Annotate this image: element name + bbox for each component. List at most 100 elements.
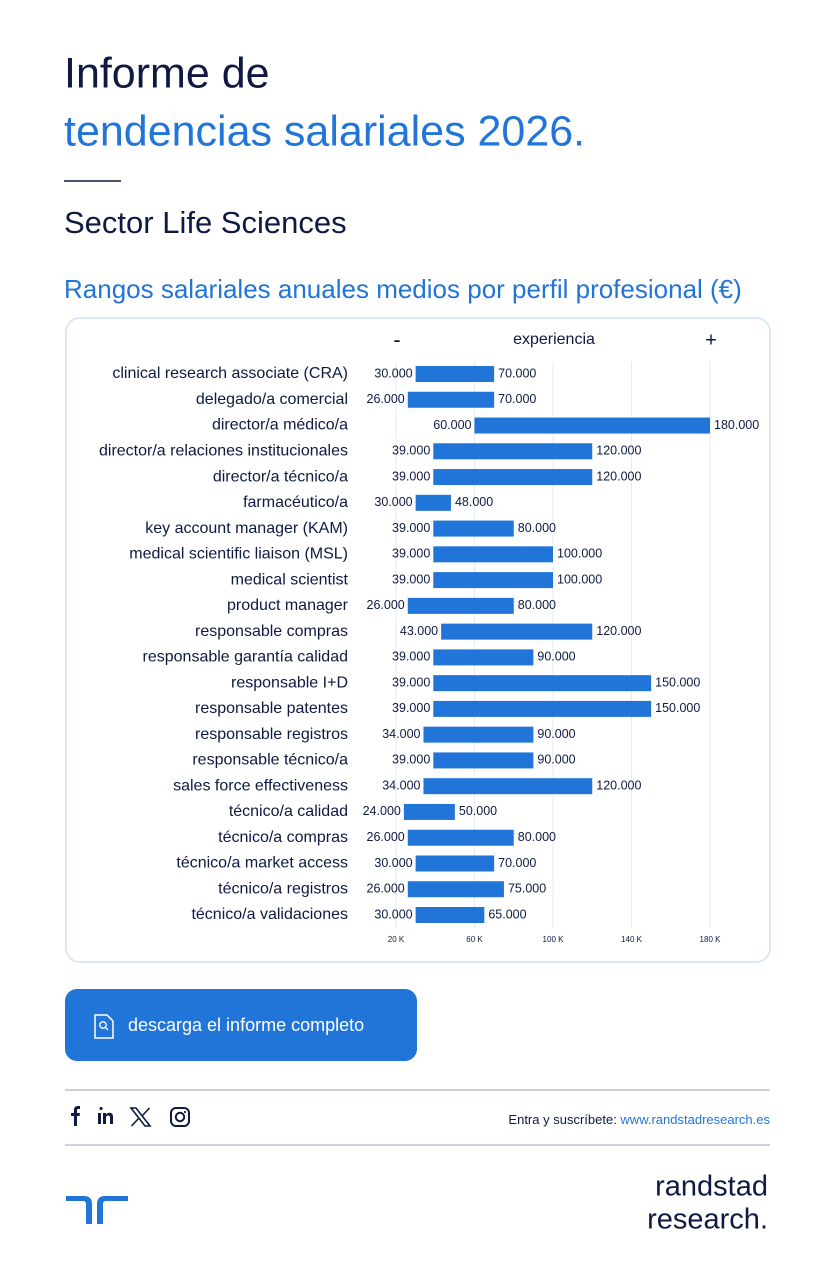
logo-mark (66, 1196, 128, 1224)
range-bar (441, 623, 593, 640)
range-bar (433, 546, 553, 563)
doc-icon (99, 1021, 107, 1029)
range-bar (474, 417, 710, 434)
min-label: 39.000 (392, 547, 430, 561)
range-bar (423, 778, 593, 795)
min-label: 39.000 (392, 572, 430, 586)
button-label[interactable]: descarga el informe completo (128, 1015, 364, 1035)
title-line: tendencias salariales 2026. (64, 107, 585, 155)
range-bar (407, 829, 514, 846)
facebook-icon[interactable] (71, 1106, 80, 1126)
instagram-icon[interactable] (170, 1107, 190, 1127)
range-bar (407, 391, 495, 408)
max-label: 75.000 (508, 882, 546, 896)
category-label: clinical research associate (CRA) (112, 365, 348, 382)
min-label: 34.000 (382, 727, 420, 741)
range-bar (415, 907, 485, 923)
x-icon[interactable] (129, 1107, 152, 1127)
max-label: 50.000 (459, 804, 497, 818)
range-bar (433, 443, 593, 460)
category-label: farmacéutico/a (243, 494, 348, 511)
range-bar (403, 803, 455, 820)
range-bar (415, 366, 495, 382)
category-label: técnico/a validaciones (191, 906, 348, 923)
min-label: 26.000 (367, 392, 405, 406)
min-label: 26.000 (367, 882, 405, 896)
min-label: 26.000 (367, 598, 405, 612)
category-label: key account manager (KAM) (145, 520, 348, 537)
category-label: medical scientist (231, 571, 349, 588)
category-label: responsable registros (195, 726, 348, 743)
range-bar (433, 469, 593, 486)
max-label: 120.000 (596, 624, 641, 638)
category-label: director/a relaciones institucionales (99, 443, 348, 460)
category-label: responsable I+D (231, 674, 348, 691)
min-label: 26.000 (367, 830, 405, 844)
min-label: 34.000 (382, 778, 420, 792)
max-label: 100.000 (557, 572, 602, 586)
max-label: 70.000 (498, 392, 536, 406)
category-label: responsable patentes (195, 700, 348, 717)
min-label: 30.000 (374, 907, 412, 921)
max-label: 70.000 (498, 856, 536, 870)
min-label: 39.000 (392, 469, 430, 483)
linkedin-icon[interactable] (98, 1106, 113, 1124)
min-label: 30.000 (374, 366, 412, 380)
min-label: 39.000 (392, 444, 430, 458)
x-tick-label: 20 K (388, 935, 405, 944)
max-label: 120.000 (596, 444, 641, 458)
range-bar (433, 520, 514, 537)
min-label: 60.000 (433, 418, 471, 432)
max-label: 90.000 (537, 753, 575, 767)
doc-icon (94, 1014, 114, 1039)
max-label: 150.000 (655, 701, 700, 715)
max-label: 150.000 (655, 675, 700, 689)
range-bar (407, 597, 514, 614)
min-label: 39.000 (392, 675, 430, 689)
chart: - experiencia + 20 K 60 K 100 K 140 K 180 K c… (99, 327, 759, 944)
min-label: 39.000 (392, 701, 430, 715)
title-line: Informe de (64, 49, 270, 97)
chart-title: Rangos salariales anuales medios por per… (64, 274, 742, 304)
range-bar (415, 494, 451, 511)
category-label: técnico/a compras (218, 829, 348, 846)
max-label: 80.000 (518, 521, 556, 535)
category-label: responsable garantía calidad (143, 649, 348, 666)
max-label: 90.000 (537, 727, 575, 741)
x-tick-label: 60 K (466, 935, 483, 944)
range-bar (433, 700, 652, 717)
category-label: responsable técnico/a (192, 752, 348, 769)
min-label: 39.000 (392, 650, 430, 664)
category-label: técnico/a calidad (229, 803, 348, 820)
download-button[interactable]: descarga el informe completo (65, 989, 417, 1061)
min-label: 39.000 (392, 753, 430, 767)
brand: research. (647, 1204, 768, 1236)
button-bg[interactable] (65, 989, 417, 1061)
category-label: responsable compras (195, 623, 348, 640)
x-tick-label: 100 K (543, 935, 565, 944)
max-label: 120.000 (596, 469, 641, 483)
range-bar (433, 649, 534, 666)
max-label: 65.000 (488, 907, 526, 921)
axis-header: experiencia (513, 331, 595, 348)
axis-header-low: - (393, 327, 400, 352)
category-label: técnico/a registros (218, 880, 348, 897)
category-label: director/a técnico/a (213, 468, 348, 485)
doc-icon (105, 1027, 109, 1031)
range-bar (415, 855, 495, 872)
max-label: 120.000 (596, 778, 641, 792)
sector: Sector Life Sciences (64, 205, 347, 240)
category-label: delegado/a comercial (196, 391, 348, 408)
max-label: 80.000 (518, 830, 556, 844)
x-tick-label: 140 K (621, 935, 643, 944)
link[interactable]: www.randstadresearch.es (619, 1112, 770, 1127)
min-label: 30.000 (374, 856, 412, 870)
brand: randstad (655, 1171, 768, 1203)
subscribe-text: Entra y suscríbete: (508, 1112, 620, 1127)
max-label: 90.000 (537, 650, 575, 664)
max-label: 100.000 (557, 547, 602, 561)
chart-frame (65, 317, 771, 963)
max-label: 70.000 (498, 366, 536, 380)
max-label: 80.000 (518, 598, 556, 612)
